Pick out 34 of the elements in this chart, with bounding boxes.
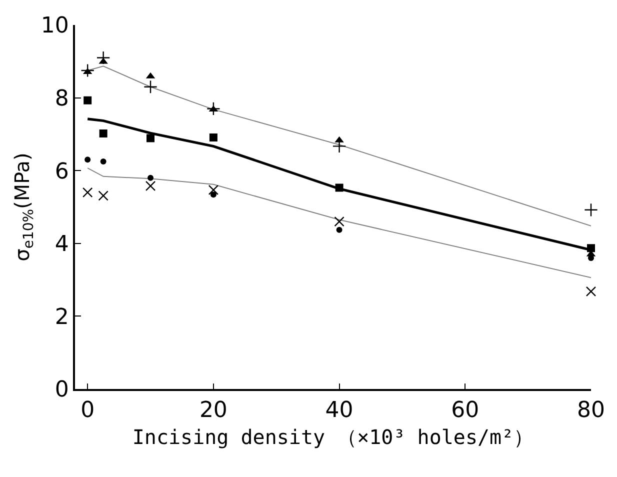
point: [96, 50, 110, 65]
x-axis-title: Incising density （×10³ holes/m²）: [132, 425, 534, 450]
y-tick-label: 4: [54, 232, 69, 258]
point: [145, 180, 156, 191]
x-tick-label: 80: [577, 398, 605, 424]
x-tick-label: 20: [199, 398, 228, 424]
point: [586, 286, 596, 297]
point: [209, 133, 218, 142]
x-tick-label: 40: [325, 398, 354, 424]
y-tick-label: 8: [54, 86, 69, 112]
point: [82, 187, 93, 198]
point: [584, 203, 598, 217]
point: [148, 174, 154, 181]
point: [587, 244, 595, 252]
point: [146, 134, 155, 142]
point: [335, 184, 344, 192]
point: [100, 158, 106, 164]
point: [80, 64, 94, 78]
x-tick-label: 0: [80, 398, 95, 424]
y-tick-label: 10: [40, 14, 69, 39]
point: [84, 96, 92, 104]
point: [84, 156, 91, 163]
point: [144, 80, 158, 94]
y-tick-label: 2: [54, 304, 69, 330]
y-tick-label: 0: [54, 378, 69, 403]
point: [210, 192, 216, 198]
point: [99, 129, 108, 138]
point: [98, 190, 108, 201]
x-tick-label: 60: [451, 398, 480, 424]
point: [336, 226, 342, 233]
point: [208, 184, 219, 195]
y-tick-label: 6: [54, 159, 69, 184]
line-series: [87, 168, 591, 278]
point: [334, 216, 344, 227]
